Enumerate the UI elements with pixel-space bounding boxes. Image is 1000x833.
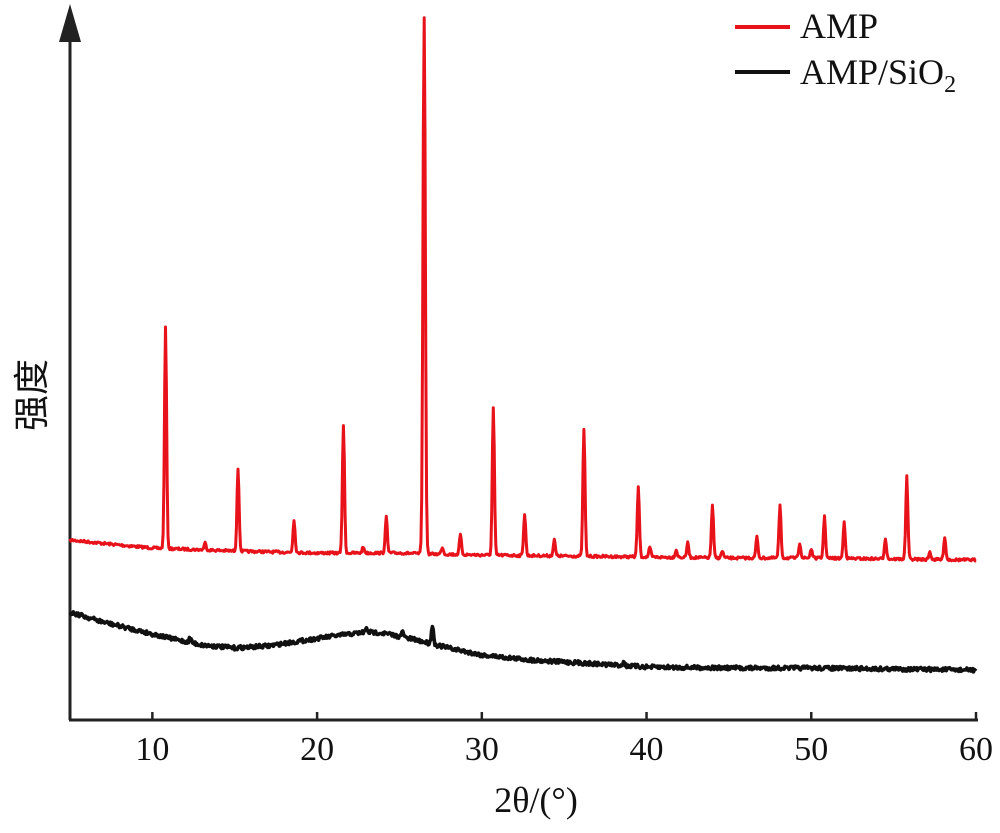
x-tick-label: 60 [959,731,993,768]
x-tick-label: 50 [794,731,828,768]
x-tick-label: 20 [300,731,334,768]
legend-label-amp-sio2-sub: 2 [944,72,956,98]
y-axis-title: 强度 [12,359,52,431]
x-tick-label: 10 [135,731,169,768]
x-ticks: 10 20 30 40 50 60 [135,712,993,768]
x-tick-label: 30 [465,731,499,768]
x-axis-title-text: 2θ/(°) [494,780,578,820]
legend-label-amp-sio2: AMP/SiO2 [800,52,956,98]
series-layer [68,16,978,674]
legend-label-amp-sio2-main: AMP/SiO [800,52,944,92]
series-line-amp-sio2 [68,609,978,674]
x-tick-label: 40 [630,731,664,768]
y-axis-arrow [59,4,81,42]
legend: AMP AMP/SiO2 [735,6,956,98]
x-axis-title: 2θ/(°) [494,780,578,820]
series-line-amp [68,16,977,563]
legend-label-amp: AMP [800,6,878,46]
